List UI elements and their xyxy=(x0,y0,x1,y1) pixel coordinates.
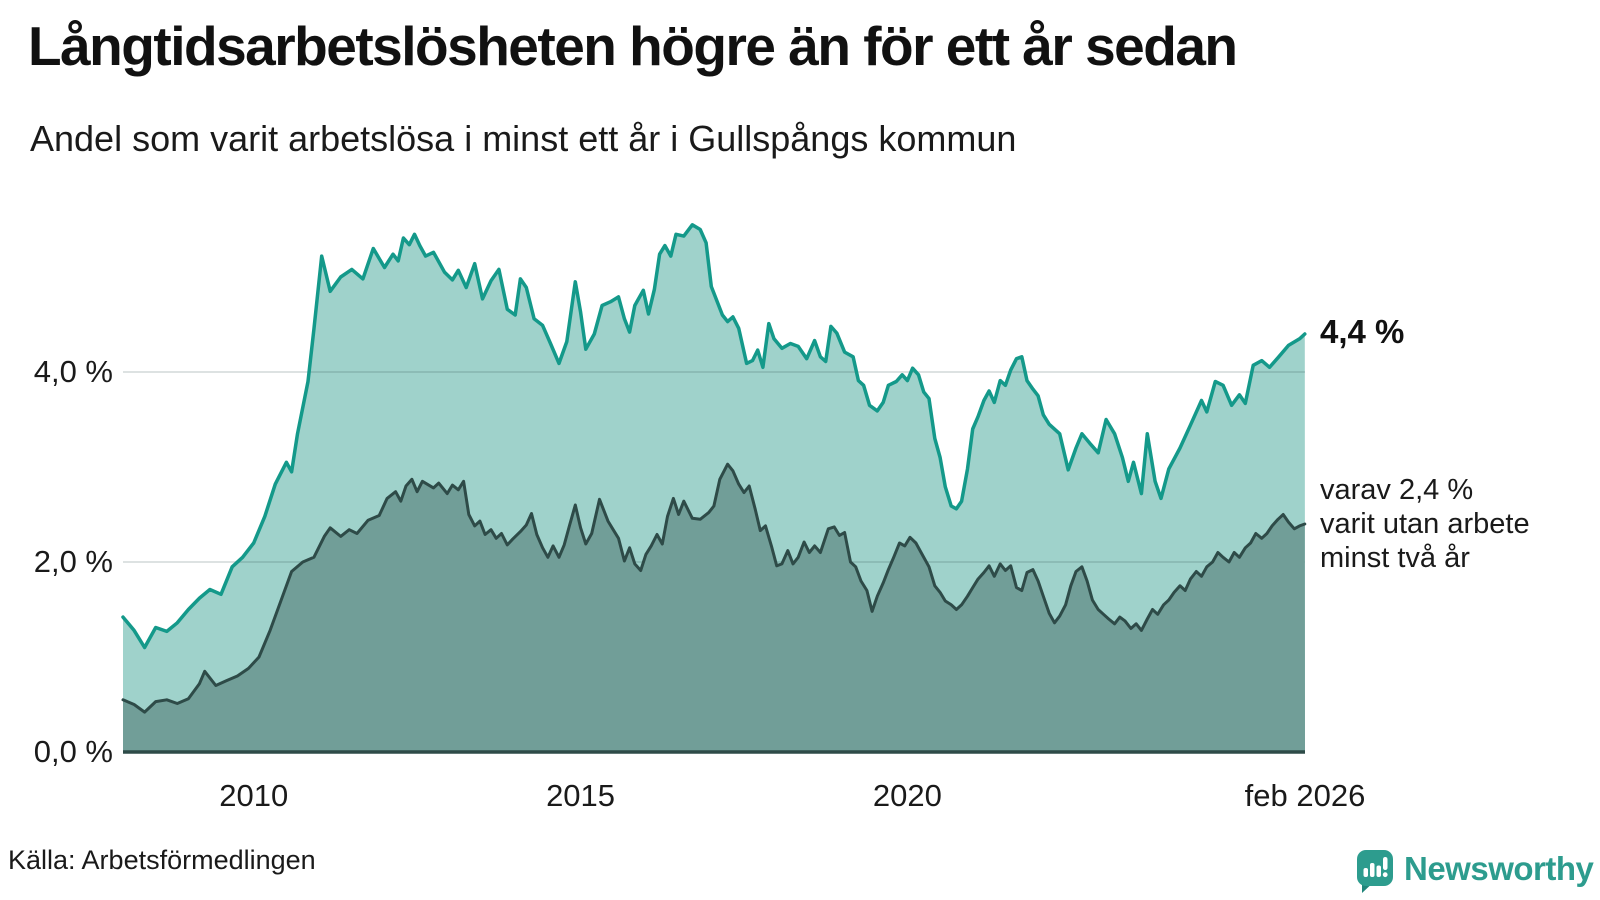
series-line-two-years xyxy=(121,462,1307,714)
logo-bar-2 xyxy=(1370,863,1375,877)
logo-exclamation-bar xyxy=(1383,857,1388,870)
y-tick-label: 2,0 % xyxy=(33,544,113,579)
x-tick-label: feb 2026 xyxy=(1244,778,1366,813)
newsworthy-logo-icon xyxy=(1357,850,1393,893)
page-subtitle: Andel som varit arbetslösa i minst ett å… xyxy=(30,118,1017,159)
y-tick-label: 4,0 % xyxy=(33,354,113,389)
logo-bar-3 xyxy=(1376,865,1381,877)
end-value-label-two-years: varav 2,4 % varit utan arbete minst två år xyxy=(1320,473,1530,575)
source-note: Källa: Arbetsförmedlingen xyxy=(8,845,316,875)
x-tick-label: 2020 xyxy=(872,778,942,813)
annotation-line: varav 2,4 % xyxy=(1320,474,1474,506)
y-tick-label: 0,0 % xyxy=(33,734,113,769)
series-line-total xyxy=(121,223,1307,650)
newsworthy-wordmark: Newsworthy xyxy=(1404,850,1594,887)
x-tick-label: 2010 xyxy=(219,778,289,813)
annotation-line: minst två år xyxy=(1320,542,1470,574)
newsworthy-logo: Newsworthy xyxy=(1354,849,1594,895)
logo-bar-1 xyxy=(1363,868,1368,877)
area-fill-two-years xyxy=(123,464,1305,752)
end-value-label-total: 4,4 % xyxy=(1320,313,1405,350)
page-title: Långtidsarbetslösheten högre än för ett … xyxy=(28,15,1238,77)
x-tick-label: 2015 xyxy=(546,778,616,813)
logo-exclamation-dot xyxy=(1382,872,1388,878)
annotation-line: varit utan arbete xyxy=(1320,508,1530,540)
